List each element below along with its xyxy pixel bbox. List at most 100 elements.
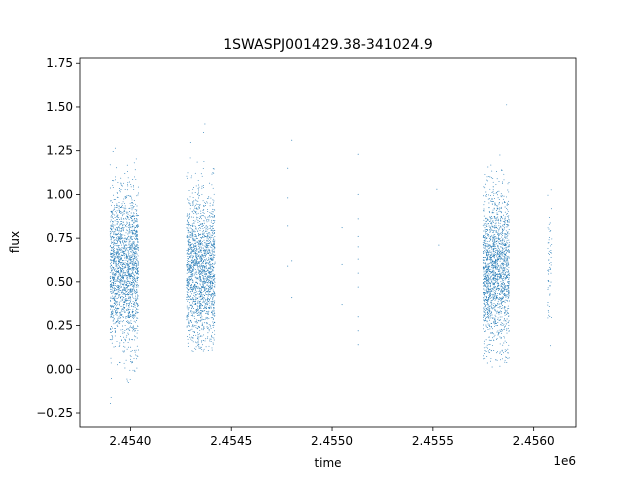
data-point <box>195 326 197 328</box>
data-point <box>124 257 125 259</box>
data-point <box>203 132 205 133</box>
data-point <box>489 212 491 214</box>
data-point <box>187 314 189 316</box>
data-point <box>508 262 509 264</box>
data-point <box>214 263 216 265</box>
data-point <box>212 326 214 328</box>
data-point <box>131 209 133 211</box>
data-point <box>194 210 195 212</box>
data-point <box>500 225 502 227</box>
data-point <box>189 248 191 250</box>
data-point <box>193 238 195 240</box>
data-point <box>503 195 505 197</box>
data-point <box>210 237 212 239</box>
data-point <box>507 209 509 211</box>
data-point <box>125 196 127 197</box>
data-point <box>125 300 127 302</box>
data-point <box>206 240 207 242</box>
data-point <box>505 265 507 267</box>
data-point <box>500 312 502 314</box>
data-point <box>197 208 199 210</box>
data-point <box>198 189 199 191</box>
data-point <box>137 296 139 298</box>
data-point <box>119 314 121 316</box>
data-point <box>129 316 130 318</box>
data-point <box>485 195 487 197</box>
data-point <box>110 300 112 301</box>
data-point <box>205 306 207 308</box>
data-point <box>201 349 203 351</box>
data-point <box>208 220 210 222</box>
data-point <box>207 311 209 313</box>
data-point <box>133 219 135 221</box>
data-point <box>199 298 201 300</box>
data-point <box>196 260 197 262</box>
data-point <box>128 280 130 282</box>
data-point <box>205 311 207 313</box>
data-point <box>199 218 200 219</box>
data-point <box>133 339 135 341</box>
data-point <box>212 251 214 253</box>
data-point <box>206 252 208 254</box>
data-point <box>124 302 126 304</box>
data-point <box>206 219 207 221</box>
data-point <box>192 261 194 263</box>
data-point <box>116 221 118 222</box>
data-point <box>507 189 509 191</box>
data-point <box>499 319 501 321</box>
data-point <box>127 222 128 224</box>
data-point <box>124 294 126 295</box>
data-point <box>489 291 491 293</box>
data-point <box>483 269 485 271</box>
data-point <box>129 257 131 258</box>
data-point <box>124 255 126 257</box>
data-point <box>508 244 510 246</box>
data-point <box>187 285 189 287</box>
data-point <box>118 258 119 260</box>
data-point <box>485 289 487 291</box>
data-point <box>208 264 210 266</box>
data-point <box>117 192 118 194</box>
data-point <box>205 289 206 291</box>
data-point <box>210 341 212 342</box>
data-point <box>486 299 488 301</box>
data-point <box>126 171 128 173</box>
data-point <box>114 242 116 244</box>
data-point <box>191 304 193 306</box>
data-point <box>135 227 137 229</box>
data-point <box>121 277 123 279</box>
data-point <box>114 270 116 272</box>
data-point <box>209 276 211 278</box>
data-point <box>206 279 208 281</box>
data-point <box>196 208 198 210</box>
data-point <box>197 216 199 218</box>
data-point <box>487 275 489 277</box>
data-point <box>508 233 510 235</box>
data-point <box>118 285 120 287</box>
data-point <box>126 237 128 239</box>
data-point <box>135 349 137 351</box>
data-point <box>498 275 499 277</box>
data-point <box>202 285 204 287</box>
data-point <box>111 315 113 317</box>
data-point <box>492 308 494 310</box>
data-point <box>135 293 137 295</box>
data-point <box>485 252 487 254</box>
data-point <box>124 205 126 207</box>
data-point <box>496 254 498 256</box>
data-point <box>199 243 201 245</box>
data-point <box>120 227 122 229</box>
data-point <box>199 271 201 273</box>
data-point <box>111 289 113 291</box>
data-point <box>495 316 497 318</box>
data-point <box>137 356 139 358</box>
data-point <box>131 233 133 235</box>
data-point <box>486 286 488 288</box>
data-point <box>507 327 509 329</box>
data-point <box>121 290 123 292</box>
data-point <box>494 297 496 299</box>
data-point <box>111 226 113 228</box>
data-point <box>127 260 129 262</box>
data-point <box>122 222 124 224</box>
data-point <box>188 299 190 301</box>
